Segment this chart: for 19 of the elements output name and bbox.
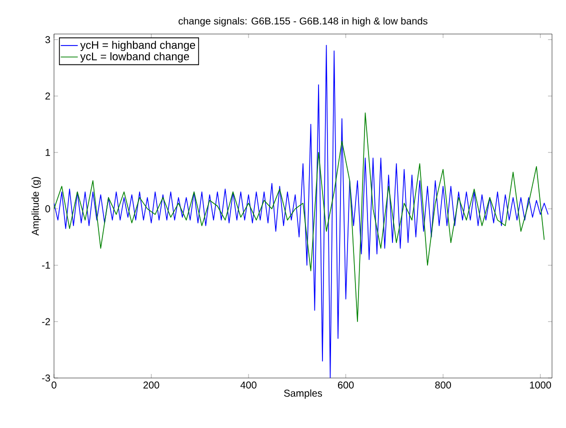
y-tick-label: 2 (45, 92, 50, 100)
y-tick-label: 3 (45, 36, 50, 44)
x-tick-label: 600 (338, 382, 354, 389)
y-tick-label: 0 (45, 205, 50, 212)
x-axis-title: Samples (284, 389, 322, 399)
legend-label: ycH = highband change (80, 40, 196, 52)
line-series (54, 112, 545, 322)
y-axis-title: Amplitude (g) (31, 177, 41, 236)
y-tick-label: -3 (42, 374, 50, 382)
x-tick-label: 400 (240, 382, 256, 389)
y-tick-label: 1 (46, 148, 50, 156)
chart-title: change signals: G6B.155 - G6B.148 in high & low bands (178, 17, 428, 26)
y-tick-label: -1 (42, 262, 50, 269)
y-tick-label: -2 (42, 318, 50, 326)
legend-label: ycL = lowband change (80, 52, 190, 62)
x-tick-label: 0 (52, 382, 56, 389)
x-tick-label: 200 (143, 382, 160, 389)
x-tick-label: 1000 (530, 382, 552, 389)
x-tick-label: 800 (435, 382, 451, 389)
